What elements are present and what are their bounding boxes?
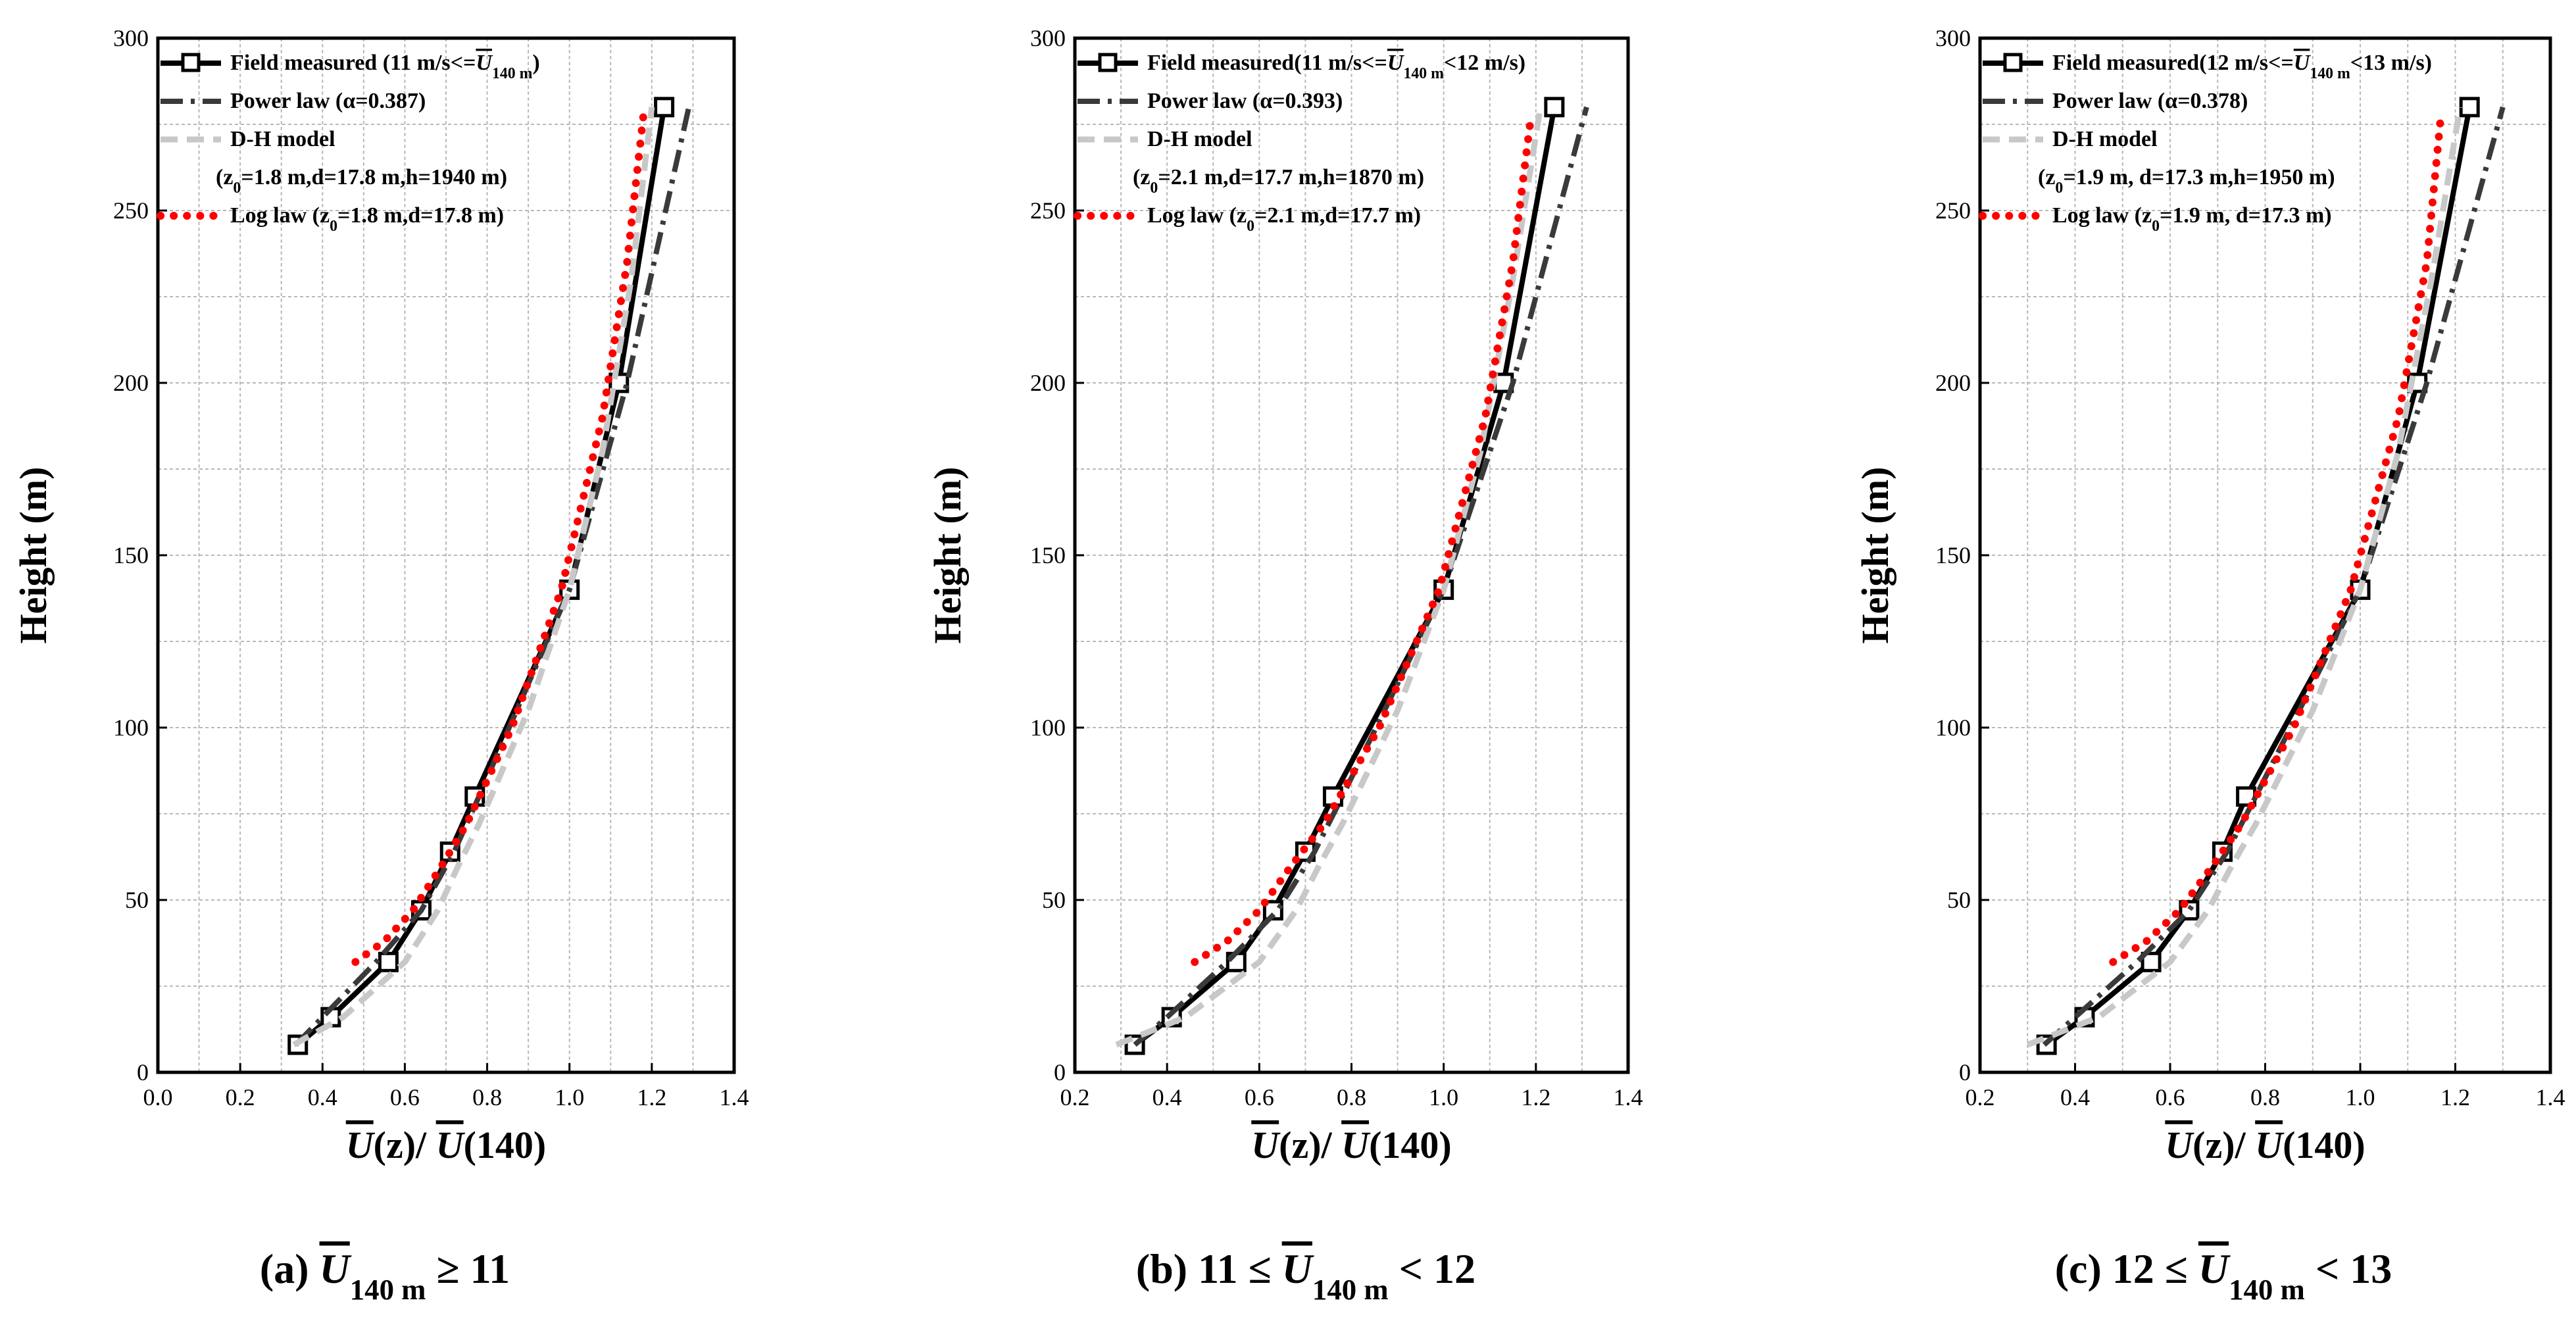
panel-caption: (a) U140 m ≥ 11 [260, 1245, 510, 1306]
x-tick-label: 1.2 [637, 1084, 666, 1110]
y-tick-label: 300 [1935, 25, 1971, 51]
x-tick-label: 0.6 [2156, 1084, 2185, 1110]
legend-entry-label: Log law (z0=1.9 m, d=17.3 m) [2052, 203, 2332, 235]
y-tick-label: 250 [113, 197, 149, 224]
x-tick-label: 0.4 [2060, 1084, 2090, 1110]
x-tick-label: 1.2 [2440, 1084, 2470, 1110]
legend-entry-label: (z0=1.8 m,d=17.8 m,h=1940 m) [216, 165, 507, 197]
x-axis-label: U(z)/ U(140) [1251, 1124, 1451, 1166]
x-tick-label: 0.2 [226, 1084, 255, 1110]
x-tick-label: 0.8 [1337, 1084, 1366, 1110]
x-tick-label: 1.0 [1429, 1084, 1458, 1110]
legend-entry-label: D-H model [2052, 127, 2158, 151]
y-tick-label: 200 [113, 370, 149, 396]
x-tick-label: 0.0 [143, 1084, 173, 1110]
legend-entry-label: (z0=2.1 m,d=17.7 m,h=1870 m) [1133, 165, 1424, 197]
plot-frame [156, 36, 736, 1074]
legend-marker-square [181, 53, 201, 72]
plot-frame [1073, 36, 1630, 1074]
series-line-dashdot [293, 106, 692, 1047]
x-tick-label: 1.4 [720, 1084, 749, 1110]
y-axis-label: Height (m) [1854, 467, 1896, 644]
chart-panel-a: 0.0 0.2 0.4 0.6 0.8 1.0 1.2 1.4 0 50 100 150 200 250 3… [12, 25, 749, 1306]
y-tick-label: 100 [113, 714, 149, 741]
y-tick-label: 300 [113, 25, 149, 51]
legend-entry-label: Power law (α=0.387) [230, 89, 426, 113]
panel-caption: (c) 12 ≤ U140 m < 13 [2055, 1245, 2392, 1306]
y-axis-label: Height (m) [12, 467, 55, 644]
plot-frame [1978, 36, 2552, 1074]
series-line-dot [351, 110, 648, 966]
series-line-dashdot [1133, 106, 1589, 1047]
y-tick-label: 300 [1030, 25, 1066, 51]
y-tick-label: 100 [1935, 714, 1971, 741]
x-tick-label: 1.4 [1614, 1084, 1643, 1110]
legend-marker-square [1098, 53, 1118, 72]
y-tick-label: 50 [1042, 887, 1066, 913]
x-tick-label: 0.2 [1060, 1084, 1090, 1110]
x-tick-label: 0.2 [1966, 1084, 1995, 1110]
y-tick-label: 150 [113, 542, 149, 568]
x-tick-label: 0.6 [1245, 1084, 1274, 1110]
y-tick-label: 50 [125, 887, 149, 913]
legend-entry-label: Field measured (11 m/s<=U140 m) [230, 51, 540, 82]
series-line-dash [292, 107, 655, 1048]
x-axis-label: U(z)/ U(140) [346, 1124, 546, 1166]
y-axis-label: Height (m) [926, 467, 969, 644]
y-tick-label: 0 [1959, 1059, 1971, 1085]
x-tick-label: 1.4 [2536, 1084, 2565, 1110]
panel-caption: (b) 11 ≤ U140 m < 12 [1136, 1245, 1475, 1306]
legend-entry-label: Field measured(11 m/s<=U140 m<12 m/s) [1147, 51, 1525, 82]
y-tick-label: 0 [137, 1059, 149, 1085]
y-tick-label: 50 [1947, 887, 1971, 913]
x-tick-label: 0.8 [2250, 1084, 2280, 1110]
x-tick-label: 0.6 [390, 1084, 420, 1110]
data-point-field-measured [654, 97, 675, 118]
x-tick-label: 1.2 [1521, 1084, 1550, 1110]
data-point-field-measured [378, 951, 399, 972]
legend-entry-label: Power law (α=0.378) [2052, 89, 2248, 113]
x-tick-label: 0.4 [308, 1084, 337, 1110]
series-line-dash [1115, 107, 1544, 1048]
y-tick-label: 200 [1030, 370, 1066, 396]
y-tick-label: 250 [1030, 197, 1066, 224]
y-tick-label: 100 [1030, 714, 1066, 741]
y-tick-label: 250 [1935, 197, 1971, 224]
chart-panel-c: 0.2 0.4 0.6 0.8 1.0 1.2 1.4 0 50 100 150 200 250 300 F… [1854, 25, 2565, 1306]
y-tick-label: 0 [1054, 1059, 1066, 1085]
y-tick-label: 150 [1030, 542, 1066, 568]
chart-panel-b: 0.2 0.4 0.6 0.8 1.0 1.2 1.4 0 50 100 150 200 250 300 F… [926, 25, 1643, 1306]
x-tick-label: 1.0 [2346, 1084, 2375, 1110]
legend-entry-label: (z0=1.9 m, d=17.3 m,h=1950 m) [2038, 165, 2335, 197]
legend-entry-label: D-H model [230, 127, 335, 151]
data-point-field-measured [2459, 97, 2480, 118]
x-tick-label: 0.4 [1152, 1084, 1182, 1110]
x-axis-label: U(z)/ U(140) [2165, 1124, 2365, 1166]
x-tick-label: 1.0 [555, 1084, 584, 1110]
y-tick-label: 200 [1935, 370, 1971, 396]
legend-entry-label: Log law (z0=1.8 m,d=17.8 m) [230, 203, 504, 235]
series-line-dash [2026, 107, 2464, 1048]
legend-marker-square [2003, 53, 2023, 72]
data-point-field-measured [1544, 97, 1565, 118]
series-line-dashdot [2042, 106, 2506, 1047]
legend-entry-label: Field measured(12 m/s<=U140 m<13 m/s) [2052, 51, 2432, 82]
y-tick-label: 150 [1935, 542, 1971, 568]
legend-entry-label: Power law (α=0.393) [1147, 89, 1343, 113]
x-tick-label: 0.8 [472, 1084, 502, 1110]
legend-entry-label: Log law (z0=2.1 m,d=17.7 m) [1147, 203, 1421, 235]
legend-entry-label: D-H model [1147, 127, 1252, 151]
